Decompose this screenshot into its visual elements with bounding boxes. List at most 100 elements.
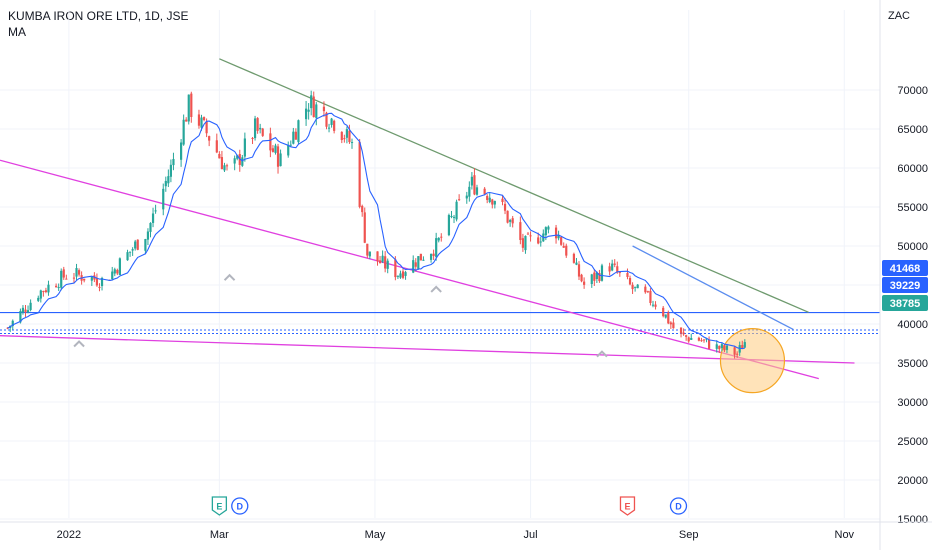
candle-body — [488, 197, 491, 203]
candle-body — [113, 269, 116, 274]
y-tick-label: 60000 — [897, 163, 928, 175]
price-tag-label: 41468 — [890, 263, 921, 275]
candle-body — [685, 335, 688, 337]
price-tag — [882, 260, 928, 276]
candle-body — [720, 344, 723, 348]
candle-body — [384, 256, 387, 269]
candle-body — [241, 157, 244, 166]
earnings-icon — [211, 496, 228, 516]
candle-body — [44, 290, 48, 293]
arrow-markers — [73, 273, 608, 358]
candle-body — [708, 339, 711, 349]
candle-body — [651, 304, 655, 306]
candle-body — [600, 265, 604, 281]
candle-body — [128, 251, 132, 253]
candle-body — [399, 273, 402, 278]
y-tick-label: 40000 — [897, 319, 928, 331]
candle-body — [243, 138, 246, 157]
candle-body — [167, 176, 170, 184]
candle-body — [269, 133, 272, 151]
price-tag — [882, 277, 928, 293]
candle-body — [381, 255, 384, 262]
candle-body — [608, 266, 611, 272]
candle-body — [47, 284, 50, 293]
candle-body — [225, 165, 229, 167]
candle-body — [419, 253, 422, 261]
candle-body — [611, 263, 614, 271]
candle-body — [715, 344, 718, 349]
candle-body — [618, 272, 621, 274]
candle-body — [154, 210, 157, 212]
chart-grid — [0, 10, 880, 520]
candle-body — [322, 106, 326, 112]
candle-body — [312, 96, 315, 118]
candle-body — [470, 176, 473, 186]
candle-body — [440, 236, 443, 238]
y-tick-label: 25000 — [897, 436, 928, 448]
candle-body — [417, 256, 420, 269]
x-tick-label: Sep — [679, 529, 699, 541]
candle-body — [565, 245, 568, 256]
highlight-circle-group — [719, 328, 786, 394]
candle-body — [455, 201, 458, 220]
candle-body — [511, 218, 514, 224]
candle-body — [279, 153, 282, 167]
candle-body — [526, 233, 530, 235]
candle-body — [412, 260, 415, 273]
candle-body — [315, 104, 318, 118]
candle-body — [554, 227, 558, 239]
candle-body — [261, 128, 264, 136]
legend-title[interactable]: KUMBA IRON ORE LTD, 1D, JSE — [8, 9, 189, 23]
candle-body — [376, 251, 379, 262]
candle-body — [164, 180, 167, 187]
candle-body — [29, 302, 32, 310]
candle-body — [682, 332, 685, 335]
candle-body — [289, 144, 292, 146]
candle-body — [197, 114, 201, 126]
candle-body — [562, 245, 565, 248]
candle-body — [256, 118, 259, 131]
candle-body — [386, 260, 389, 269]
candle-body — [90, 276, 93, 281]
candle-body — [350, 142, 354, 144]
candle-body — [297, 120, 300, 143]
candle-body — [458, 199, 461, 201]
candle-body — [414, 262, 417, 267]
candle-body — [690, 337, 693, 340]
price-tag-label: 39229 — [890, 280, 921, 292]
price-tags: 41468 39229 38785 — [882, 260, 928, 311]
candle-body — [345, 129, 348, 138]
candle-body — [60, 270, 63, 288]
candle-body — [327, 127, 331, 129]
candle-body — [524, 235, 527, 251]
trendline — [219, 58, 809, 313]
candle-body — [465, 195, 468, 199]
candle-body — [669, 322, 672, 325]
candle-body — [363, 212, 366, 243]
candle-body — [435, 238, 438, 257]
candle-body — [396, 275, 400, 277]
candle-body — [325, 112, 328, 127]
candle-body — [208, 136, 211, 141]
chart-legend: KUMBA IRON ORE LTD, 1D, JSE MA — [8, 8, 188, 40]
candle-body — [220, 157, 224, 170]
candle-body — [378, 260, 382, 264]
legend-indicator[interactable]: MA — [8, 25, 26, 39]
candle-body — [631, 284, 634, 290]
candle-body — [340, 131, 343, 141]
candle-body — [180, 142, 183, 160]
candle-body — [468, 186, 471, 197]
candle-body — [200, 117, 203, 128]
candle-body — [493, 201, 496, 205]
candle-body — [294, 131, 297, 140]
candle-body — [182, 119, 185, 145]
candle-body — [697, 337, 700, 341]
candle-body — [77, 270, 81, 275]
candle-body — [626, 273, 629, 277]
candle-body — [509, 220, 512, 222]
candle-body — [185, 119, 188, 122]
trendline — [0, 335, 855, 364]
candle-body — [429, 253, 433, 260]
